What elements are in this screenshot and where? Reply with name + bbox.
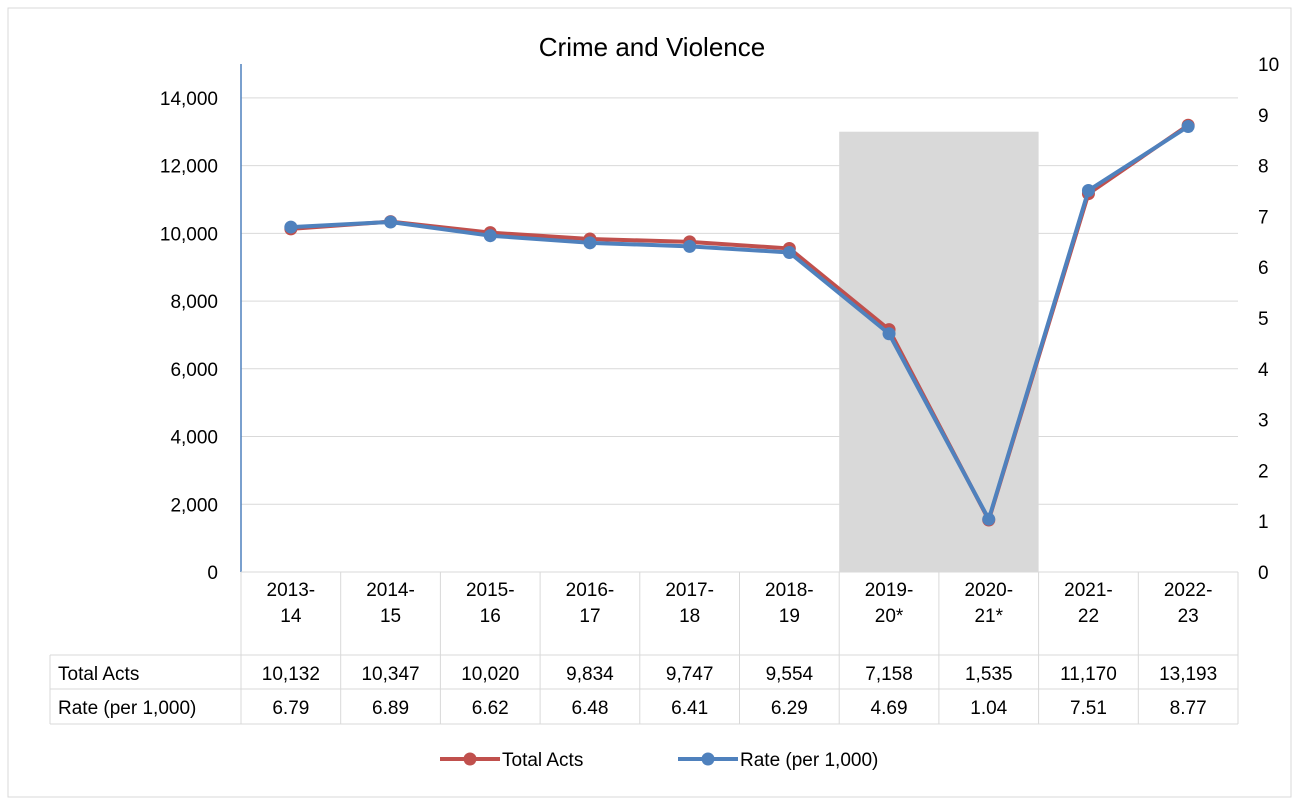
legend-swatch-marker [463,752,477,766]
category-label-line2: 18 [679,606,700,627]
right-axis-tick-label: 2 [1258,461,1269,482]
right-axis-tick-label: 0 [1258,563,1269,584]
table-cell: 6.29 [771,698,808,719]
legend-label: Rate (per 1,000) [740,750,878,771]
series-point [882,327,896,341]
table-cell: 9,554 [766,664,814,685]
left-axis-tick-label: 0 [207,563,218,584]
table-cell: 6.48 [571,698,608,719]
table-cell: 7.51 [1070,698,1107,719]
table-cell: 1,535 [965,664,1013,685]
table-cell: 7,158 [865,664,913,685]
category-label-line1: 2019- [865,580,914,601]
series-point [982,512,996,526]
table-cell: 4.69 [871,698,908,719]
left-axis-tick-label: 10,000 [160,224,218,245]
table-cell: 9,747 [666,664,714,685]
table-cell: 11,170 [1060,664,1117,685]
category-label-line2: 23 [1178,606,1199,627]
right-axis-tick-label: 3 [1258,411,1269,432]
category-label-line2: 14 [280,606,302,627]
series-line [290,124,1190,522]
category-label-line2: 20* [875,606,904,627]
series-point [683,239,697,253]
right-axis-tick-label: 5 [1258,309,1269,330]
highlight-band [839,131,1039,572]
table-cell: 13,193 [1159,664,1217,685]
category-label-line1: 2021- [1064,580,1113,601]
table-row-header: Total Acts [58,664,139,685]
table-cell: 6.41 [671,698,708,719]
table-cell: 6.62 [472,698,509,719]
chart-title: Crime and Violence [539,32,765,62]
right-axis-tick-label: 4 [1258,360,1269,381]
category-label-line1: 2022- [1164,580,1213,601]
series-point [782,245,796,259]
category-label-line1: 2015- [466,580,515,601]
right-axis-tick-label: 1 [1258,512,1269,533]
table-cell: 1.04 [970,698,1007,719]
right-axis-tick-label: 9 [1258,106,1269,127]
category-label-line2: 22 [1078,606,1099,627]
category-label-line1: 2014- [366,580,415,601]
left-axis-tick-label: 14,000 [160,89,218,110]
category-label-line2: 21* [974,606,1003,627]
series-point [1181,119,1195,133]
table-cell: 10,132 [262,664,320,685]
table-cell: 6.79 [272,698,309,719]
category-label-line1: 2013- [267,580,316,601]
left-axis-tick-label: 12,000 [160,157,218,178]
category-label-line1: 2017- [665,580,714,601]
table-cell: 6.89 [372,698,409,719]
category-label-line2: 19 [779,606,800,627]
table-cell: 10,020 [461,664,519,685]
table-cell: 10,347 [361,664,419,685]
right-axis-tick-label: 6 [1258,258,1269,279]
category-label-line2: 17 [579,606,600,627]
series-point [384,215,398,229]
legend-label: Total Acts [502,750,583,771]
category-label-line1: 2020- [964,580,1013,601]
table-row-header: Rate (per 1,000) [58,698,196,719]
table-cell: 9,834 [566,664,614,685]
right-axis-tick-label: 10 [1258,55,1279,76]
legend-swatch-marker [701,752,715,766]
series-point [483,229,497,243]
left-axis-tick-label: 6,000 [170,360,218,381]
category-label-line1: 2016- [566,580,615,601]
table-cell: 8.77 [1170,698,1207,719]
category-label-line2: 15 [380,606,401,627]
chart-frame [7,7,1292,798]
series-point [284,220,298,234]
left-axis-tick-label: 2,000 [170,495,218,516]
left-axis-tick-label: 8,000 [170,292,218,313]
category-label-line2: 16 [480,606,501,627]
category-label-line1: 2018- [765,580,814,601]
series-point [583,236,597,250]
series-point [1081,183,1095,197]
right-axis-tick-label: 7 [1258,207,1269,228]
left-axis-tick-label: 4,000 [170,428,218,449]
right-axis-tick-label: 8 [1258,157,1269,178]
